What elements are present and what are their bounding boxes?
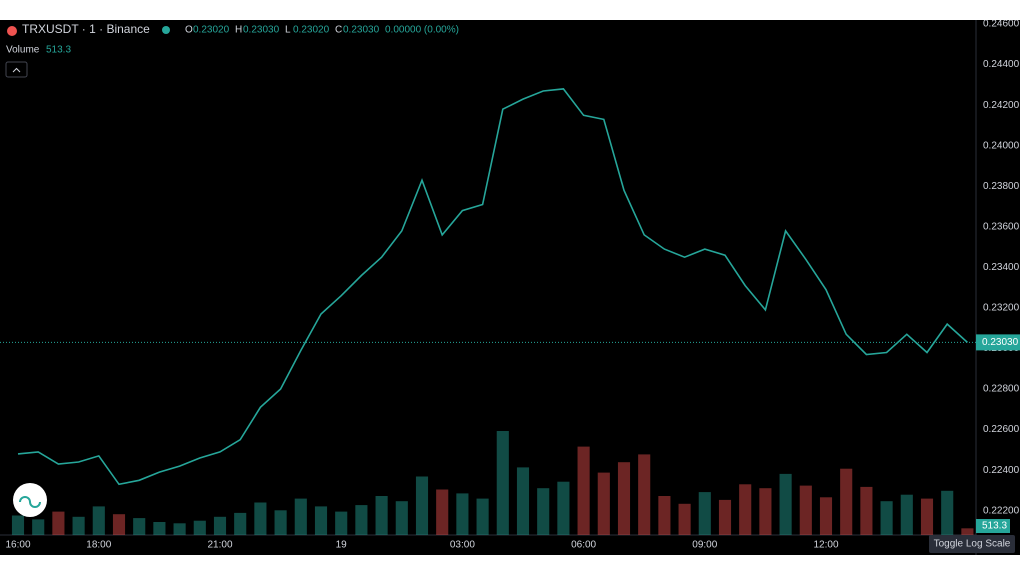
volume-bar (658, 496, 671, 535)
volume-bar (819, 497, 833, 535)
volume-bar (516, 467, 530, 535)
volume-bar (234, 512, 247, 535)
volume-bar (193, 520, 206, 535)
symbol-icon (7, 26, 17, 36)
y-tick-label: 0.24600 (983, 19, 1020, 30)
volume-bar (799, 485, 812, 535)
volume-bar (153, 522, 166, 535)
chart-background (0, 20, 1020, 555)
volume-bar (32, 519, 45, 535)
x-tick-label: 16:00 (5, 540, 30, 551)
y-tick-label: 0.24400 (983, 59, 1020, 70)
volume-bar (92, 506, 105, 535)
last-price-label: 0.23030 (982, 337, 1019, 348)
y-tick-label: 0.23600 (983, 221, 1020, 232)
volume-bar (274, 510, 287, 535)
volume-bar (779, 473, 792, 535)
volume-bar (638, 454, 651, 535)
volume-bar (920, 498, 934, 535)
volume-title: Volume (6, 45, 40, 56)
toggle-log-button[interactable] (929, 535, 1015, 553)
volume-bar (537, 488, 550, 535)
volume-bar (617, 462, 631, 535)
y-tick-label: 0.24000 (983, 140, 1020, 151)
symbol-title: TRXUSDT · 1 · Binance (22, 22, 150, 36)
y-tick-label: 0.23800 (983, 181, 1020, 192)
last-price-tag (976, 334, 1020, 351)
ohlc-value: 0.23030 (243, 25, 280, 36)
collapse-button[interactable] (5, 61, 28, 78)
volume-bar (759, 488, 772, 535)
x-tick-label: 18:00 (86, 540, 111, 551)
volume-bar (133, 518, 146, 535)
volume-tag-label: 513.3 (982, 521, 1007, 532)
volume-bar (597, 472, 610, 535)
y-tick-label: 0.23400 (983, 262, 1020, 273)
plot: 0.222000.224000.226000.228000.230000.232… (0, 19, 1020, 551)
volume-bar (840, 468, 853, 535)
volume-bar (860, 486, 873, 535)
price-line (17, 88, 968, 486)
volume-bar (900, 494, 913, 535)
x-tick-label: 03:00 (450, 540, 475, 551)
volume-bar (314, 506, 328, 535)
ohlc-value: 0.23020 (293, 25, 330, 36)
collapse-icon (12, 67, 21, 73)
volume-bar (557, 481, 570, 535)
y-tick-label: 0.24200 (983, 100, 1020, 111)
volume-bar (456, 493, 469, 535)
x-tick-label: 12:00 (813, 540, 838, 551)
volume-bar (213, 516, 227, 535)
volume-bar (476, 498, 489, 535)
volume-bar (294, 498, 307, 535)
x-tick-label: 06:00 (571, 540, 596, 551)
volume-tag (976, 519, 1010, 533)
status-dot (162, 26, 170, 34)
x-tick-label: 21:00 (207, 540, 232, 551)
y-tick-label: 0.22800 (983, 384, 1020, 395)
volume-bar (496, 431, 509, 535)
volume-bar (355, 505, 368, 535)
volume-bar (698, 492, 711, 535)
y-tick-label: 0.22400 (983, 465, 1020, 476)
volume-value: 513.3 (46, 45, 71, 56)
y-tick-label: 0.22200 (983, 505, 1020, 516)
x-tick-label: 19 (336, 540, 348, 551)
volume-bar (335, 511, 348, 535)
ohlc-key: C (335, 25, 342, 36)
change-value: 0.00000 (0.00%) (385, 25, 459, 36)
ohlc-key: H (235, 25, 242, 36)
volume-bar (112, 514, 126, 535)
volume-bar (415, 476, 429, 535)
volume-bar (739, 484, 752, 535)
top-margin (0, 0, 1024, 20)
y-tick-label: 0.23200 (983, 303, 1020, 314)
volume-bar (961, 528, 974, 535)
ohlc-key: O (185, 25, 193, 36)
volume-bar (941, 490, 954, 535)
ohlc-value: 0.23030 (343, 25, 380, 36)
volume-bar (11, 515, 25, 535)
x-tick-label: 09:00 (692, 540, 717, 551)
volume-bar (577, 446, 590, 535)
volume-bar (395, 501, 408, 535)
volume-bar (880, 501, 893, 535)
volume-bar (678, 503, 691, 535)
volume-bar (72, 516, 85, 535)
toggle-log-label[interactable]: Toggle Log Scale (934, 539, 1011, 550)
volume-bar (254, 502, 267, 535)
ui-layer: TRXUSDT · 1 · Binance Volume 513.3 Toggl… (0, 0, 1024, 553)
y-tick-label: 0.22600 (983, 424, 1020, 435)
volume-bar (375, 496, 388, 535)
volume-bar (718, 499, 732, 535)
ohlc-key: L (285, 25, 291, 36)
volume-bar (52, 511, 65, 535)
volume-bar (173, 523, 186, 535)
ohlc-value: 0.23020 (193, 25, 230, 36)
logo-mark (19, 496, 41, 508)
volume-bar (436, 489, 449, 535)
